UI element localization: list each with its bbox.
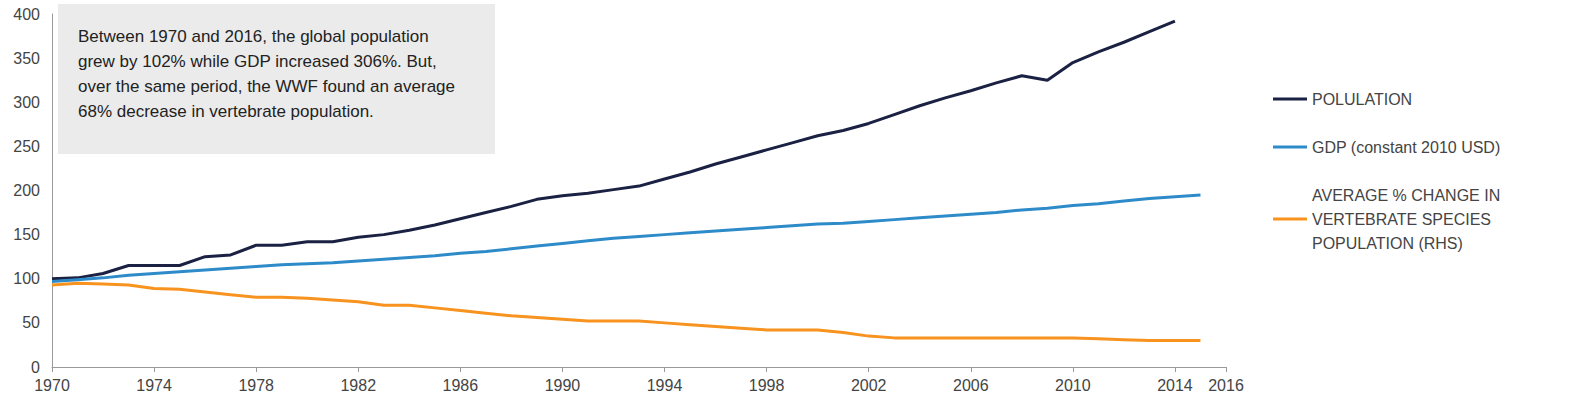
svg-text:50: 50 — [22, 314, 40, 331]
svg-text:68% decrease in vertebrate pop: 68% decrease in vertebrate population. — [78, 102, 374, 121]
svg-text:POPULATION (RHS): POPULATION (RHS) — [1312, 235, 1463, 252]
svg-text:GDP (constant 2010 USD): GDP (constant 2010 USD) — [1312, 139, 1500, 156]
svg-text:250: 250 — [13, 138, 40, 155]
svg-text:1978: 1978 — [238, 377, 274, 394]
svg-text:400: 400 — [13, 6, 40, 23]
svg-text:300: 300 — [13, 94, 40, 111]
svg-text:100: 100 — [13, 270, 40, 287]
svg-text:1990: 1990 — [545, 377, 581, 394]
svg-text:150: 150 — [13, 226, 40, 243]
svg-text:200: 200 — [13, 182, 40, 199]
svg-text:AVERAGE % CHANGE IN: AVERAGE % CHANGE IN — [1312, 187, 1500, 204]
svg-text:Between 1970 and 2016, the glo: Between 1970 and 2016, the global popula… — [78, 27, 429, 46]
svg-text:1986: 1986 — [443, 377, 479, 394]
svg-text:2002: 2002 — [851, 377, 887, 394]
svg-text:2016: 2016 — [1208, 377, 1244, 394]
svg-text:POLULATION: POLULATION — [1312, 91, 1412, 108]
svg-text:350: 350 — [13, 50, 40, 67]
svg-text:2006: 2006 — [953, 377, 989, 394]
svg-text:1982: 1982 — [340, 377, 376, 394]
svg-text:0: 0 — [31, 359, 40, 376]
svg-text:1974: 1974 — [136, 377, 172, 394]
svg-text:VERTEBRATE SPECIES: VERTEBRATE SPECIES — [1312, 211, 1491, 228]
svg-text:1994: 1994 — [647, 377, 683, 394]
svg-text:1970: 1970 — [34, 377, 70, 394]
svg-text:over the same period, the WWF: over the same period, the WWF found an a… — [78, 77, 455, 96]
svg-text:grew by 102% while GDP increas: grew by 102% while GDP increased 306%. B… — [78, 52, 437, 71]
svg-text:2014: 2014 — [1157, 377, 1193, 394]
svg-text:1998: 1998 — [749, 377, 785, 394]
svg-text:2010: 2010 — [1055, 377, 1091, 394]
